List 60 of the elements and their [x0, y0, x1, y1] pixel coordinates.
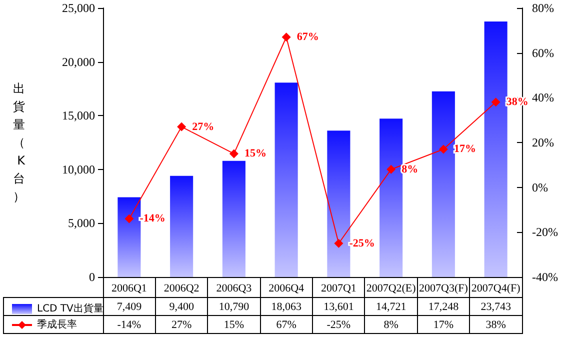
text: -25%: [349, 237, 375, 250]
point: [491, 98, 500, 107]
y2-tick-label: 80%: [532, 1, 554, 15]
text: 15%: [244, 148, 266, 160]
x-tick-label: 2006Q3: [216, 282, 252, 294]
legend-label: 季成長率: [37, 318, 77, 330]
x-tick-label: 2006Q4: [268, 282, 305, 294]
data-label: 38%: [470, 316, 522, 334]
data-label: -14%: [103, 316, 156, 334]
x-tick-label: 2006Q2: [164, 282, 200, 294]
y-tick-label: 20,000: [62, 54, 95, 69]
bar: [484, 22, 508, 277]
data-label: 17%: [417, 316, 470, 334]
bar: [118, 197, 141, 277]
data-label: 15%: [208, 316, 260, 334]
y2-tick-label: 20%: [532, 136, 554, 150]
y2-tick-label: 0%: [532, 180, 548, 194]
data-label: 14,721: [364, 298, 418, 316]
x-tick-label: 2007Q2(E): [366, 282, 416, 294]
y-axis-title: 出貨量（K台）: [13, 82, 26, 204]
y-tick-label: 15,000: [62, 108, 95, 123]
y2-tick-label: 40%: [532, 90, 554, 105]
data-label: -25%: [312, 316, 365, 334]
point: [334, 238, 344, 248]
bar: [327, 130, 350, 277]
text: 27%: [192, 120, 214, 133]
x-tick-label: 2007Q3(F): [418, 282, 468, 294]
data-label: 23,743: [470, 298, 522, 316]
point: [229, 149, 238, 158]
data-label: 10,790: [208, 298, 260, 316]
bar: [432, 91, 455, 277]
data-label: 8%: [364, 316, 418, 334]
x-tick-label: 2007Q1: [320, 282, 356, 294]
x-tick-label: 2007Q4(F): [471, 282, 521, 294]
data-label: 17,248: [417, 298, 470, 316]
bar: [170, 176, 194, 277]
bar: [274, 82, 298, 277]
y-tick-label: 25,000: [62, 1, 95, 15]
data-label: 18,063: [260, 298, 312, 316]
y2-tick-label: -20%: [532, 225, 558, 240]
bar: [222, 160, 246, 277]
y2-tick-label: -40%: [532, 270, 558, 284]
data-label: 67%: [260, 316, 312, 334]
data-label: 7,409: [103, 298, 156, 316]
x-tick-label: 2006Q1: [111, 282, 147, 294]
point: [386, 164, 396, 174]
data-label: 13,601: [312, 298, 365, 316]
point: [124, 214, 134, 224]
y-tick-label: 0: [89, 270, 95, 284]
data-label: 27%: [155, 316, 208, 334]
y2-tick-label: 60%: [532, 46, 554, 60]
legend-label: LCD TV出貨量: [37, 302, 104, 314]
text: 67%: [296, 31, 319, 44]
point: [438, 144, 448, 154]
point: [177, 122, 186, 132]
y-tick-label: 5,000: [68, 216, 95, 230]
point: [282, 32, 291, 42]
bar: [380, 118, 403, 277]
data-label: 9,400: [155, 298, 208, 316]
y-tick-label: 10,000: [62, 162, 95, 176]
